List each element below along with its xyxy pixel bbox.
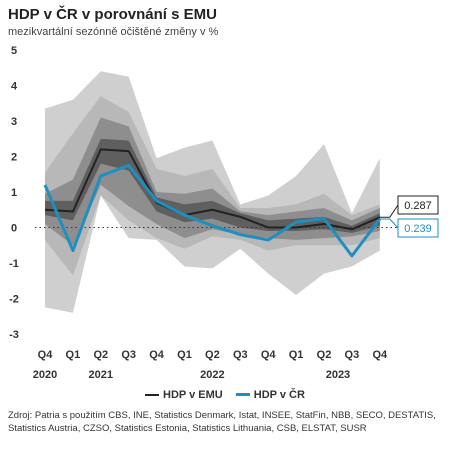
distribution-bands — [45, 71, 380, 313]
x-tick-label: Q4 — [149, 349, 165, 361]
y-tick-label: 3 — [11, 116, 17, 128]
x-tick-label: Q3 — [121, 349, 136, 361]
x-tick-label: Q2 — [317, 349, 332, 361]
emu-series-line — [44, 148, 381, 231]
data-label-box — [397, 195, 439, 215]
data-label-connector — [379, 218, 399, 229]
cz-series-line — [43, 163, 381, 258]
x-year-label: 2021 — [89, 369, 113, 381]
y-axis: -3 -2 -1 0 1 2 3 4 5 — [9, 45, 19, 341]
x-tick-label: Q1 — [289, 349, 304, 361]
legend-swatch-cz — [235, 393, 250, 396]
end-labels: 0.287 0.239 — [379, 195, 439, 238]
x-tick-label: Q1 — [66, 349, 81, 361]
band-4 — [45, 138, 380, 233]
legend: HDP v EMU HDP v ČR — [0, 387, 450, 401]
cz-last-value-label: 0.239 — [404, 223, 432, 235]
emu-last-value-label: 0.287 — [404, 200, 432, 212]
legend-label-cz: HDP v ČR — [253, 388, 305, 401]
x-tick-label: Q2 — [205, 349, 220, 361]
x-tick-label: Q4 — [372, 349, 388, 361]
y-tick-label: 1 — [11, 187, 17, 199]
source-note: Zdroj: Patria s použitím CBS, INE, Stati… — [8, 410, 436, 434]
y-tick-label: 4 — [11, 81, 18, 93]
legend-label-emu: HDP v EMU — [163, 389, 223, 401]
y-tick-label: -1 — [9, 258, 19, 270]
legend-swatch-emu — [145, 394, 160, 396]
x-tick-label: Q1 — [177, 349, 192, 361]
data-label-connector — [379, 204, 399, 218]
y-tick-label: 0 — [11, 223, 17, 235]
x-year-label: 2022 — [200, 369, 224, 381]
x-year-label: 2020 — [33, 369, 57, 381]
x-axis: Q4 Q1 Q2 Q3 Q4 Q1 Q2 Q3 Q4 Q1 Q2 Q3 Q4 2020 2021 2022 20… — [33, 349, 388, 381]
x-tick-label: Q4 — [38, 349, 54, 361]
x-year-label: 2023 — [326, 369, 350, 381]
x-tick-label: Q3 — [345, 349, 360, 361]
series-lines — [43, 148, 381, 258]
x-tick-label: Q3 — [233, 349, 248, 361]
data-label-box — [397, 218, 439, 238]
gdp-chart: -3 -2 -1 0 1 2 3 4 5 Q4 Q1 Q2 Q3 Q4 Q1 Q2 Q3 Q4 Q1 Q2 Q3 Q4 2… — [9, 45, 439, 381]
x-tick-label: Q2 — [93, 349, 108, 361]
y-tick-label: 2 — [11, 152, 17, 164]
chart-subtitle: mezikvartální sezónně očištěné změny v % — [8, 26, 219, 38]
legend-item-emu[interactable]: HDP v EMU — [145, 389, 223, 401]
y-tick-label: -3 — [9, 329, 19, 341]
chart-title: HDP v ČR v porovnání s EMU — [8, 6, 217, 23]
y-tick-label: -2 — [9, 294, 19, 306]
y-tick-label: 5 — [11, 45, 17, 57]
legend-item-cz[interactable]: HDP v ČR — [235, 388, 305, 401]
x-tick-label: Q4 — [261, 349, 277, 361]
